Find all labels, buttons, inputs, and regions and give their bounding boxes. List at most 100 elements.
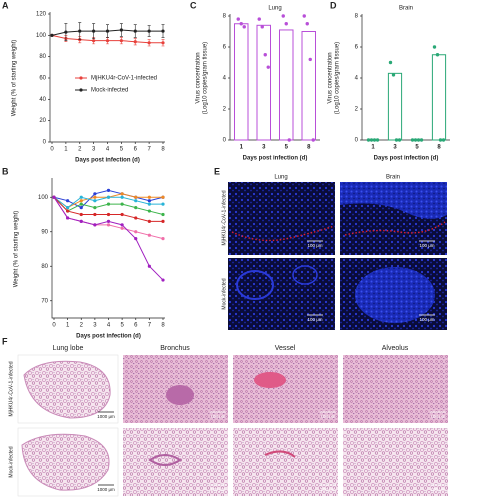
x-tick-label: 3 [93, 323, 97, 329]
data-point [242, 25, 246, 29]
airway [292, 265, 318, 285]
bar [256, 24, 271, 141]
x-tick-label: 1 [371, 145, 375, 151]
y-tick-label: 0 [223, 138, 227, 144]
x-tick-label: 5 [415, 145, 419, 151]
marker [147, 195, 151, 199]
marker [78, 29, 82, 33]
marker [106, 219, 111, 223]
bar [431, 54, 447, 141]
lobe [23, 360, 111, 419]
x-tick-label: 6 [134, 323, 138, 329]
scale-label: 100 μm [419, 317, 434, 322]
panel-label: A [2, 0, 9, 10]
marker [147, 209, 151, 213]
marker [93, 195, 97, 199]
data-point [369, 138, 374, 142]
tissue [340, 182, 447, 219]
marker [93, 199, 97, 203]
x-tick-label: 1 [66, 323, 70, 329]
histology-images [17, 354, 448, 497]
x-tick-label: 2 [78, 147, 82, 153]
y-tick-label: 100 [36, 33, 47, 39]
airway [236, 270, 274, 300]
marker [66, 199, 70, 203]
marker [93, 206, 97, 210]
data-point [432, 45, 437, 49]
scale-label: 100 μm [307, 317, 322, 322]
y-tick-label: 60 [39, 76, 46, 82]
marker [147, 233, 151, 237]
marker [161, 195, 165, 199]
x-tick-label: 3 [393, 145, 397, 151]
marker [106, 202, 111, 206]
marker [147, 264, 151, 268]
marker [79, 219, 83, 223]
column-label: Lung lobe [53, 345, 84, 352]
x-tick-label: 6 [134, 147, 138, 153]
marker [161, 212, 165, 217]
y-axis-label: (Log10 copies/gram tissue) [335, 42, 341, 114]
column-label: Vessel [275, 345, 296, 352]
marker [106, 195, 111, 199]
marker [66, 209, 70, 213]
bar [279, 29, 294, 141]
data-point [410, 138, 415, 142]
marker [161, 202, 165, 206]
x-axis-label: Days post infection (d) [374, 156, 439, 162]
legend-marker [79, 88, 83, 92]
x-axis-label: Days post infection (d) [243, 156, 308, 162]
y-tick-label: 70 [41, 298, 48, 304]
x-tick-label: 0 [50, 147, 54, 153]
marker [120, 226, 124, 230]
legend-label: MjHKU4r-CoV-1-infected [91, 76, 157, 82]
data-point [419, 138, 424, 142]
scale-label: 100 μm [419, 243, 434, 248]
marker [66, 216, 70, 220]
data-point [413, 138, 418, 142]
x-tick-label: 4 [106, 147, 110, 153]
row-label: MjHKU4r-CoV-1-infected [221, 190, 227, 245]
data-point [302, 14, 306, 18]
x-tick-label: 3 [262, 145, 266, 151]
y-tick-label: 90 [41, 229, 48, 235]
marker [161, 29, 165, 33]
y-axis-label: Weight (% of starting weight) [14, 211, 20, 288]
lobe [21, 433, 110, 491]
data-point [284, 22, 288, 26]
marker [106, 223, 111, 227]
row-label: Mock-infected [221, 278, 227, 309]
data-point [263, 53, 267, 57]
image-alveolus-mock [343, 428, 448, 496]
bar [301, 31, 316, 141]
marker [134, 230, 138, 234]
marker [120, 192, 124, 196]
row-label: MjHKU4r-CoV-1-infected [8, 361, 14, 416]
marker [106, 212, 111, 217]
marker [120, 195, 124, 199]
data-point [375, 138, 380, 142]
bronchus [148, 454, 182, 466]
column-label: Alveolus [382, 345, 409, 352]
marker [79, 199, 83, 203]
data-point [372, 138, 377, 142]
marker [93, 223, 97, 227]
marker [79, 202, 83, 206]
vessel [264, 450, 296, 458]
x-tick-label: 4 [107, 323, 111, 329]
marker [66, 206, 70, 210]
image-vessel-infected [233, 355, 338, 423]
marker [133, 40, 137, 44]
marker [133, 29, 137, 33]
y-axis-label: Virus concentration [328, 52, 334, 103]
x-tick-label: 8 [437, 145, 441, 151]
x-tick-label: 8 [307, 145, 311, 151]
y-tick-label: 0 [43, 140, 47, 146]
axes [51, 178, 165, 319]
y-axis-label: Virus concentration [196, 52, 202, 103]
bar [387, 72, 403, 141]
y-tick-label: 120 [36, 12, 47, 18]
marker [64, 30, 68, 34]
data-point [311, 138, 315, 142]
